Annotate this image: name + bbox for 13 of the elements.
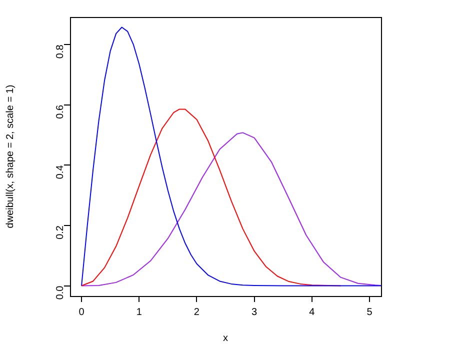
y-tick-label: 0.2	[54, 225, 66, 240]
x-tick-label: 2	[194, 306, 200, 318]
y-axis-title: dweibull(x, shape = 2, scale = 1)	[4, 84, 16, 228]
y-tick-label: 0.0	[54, 285, 66, 300]
y-tick-label: 0.8	[54, 44, 66, 59]
y-tick-label: 0.6	[54, 104, 66, 119]
x-axis-title: x	[223, 332, 228, 344]
x-tick-label: 4	[309, 306, 316, 318]
x-tick-label: 1	[136, 306, 142, 318]
x-tick-label: 0	[78, 306, 85, 318]
x-tick-label: 3	[252, 306, 258, 318]
y-tick-label: 0.4	[54, 164, 66, 180]
x-tick-label: 5	[366, 306, 373, 318]
